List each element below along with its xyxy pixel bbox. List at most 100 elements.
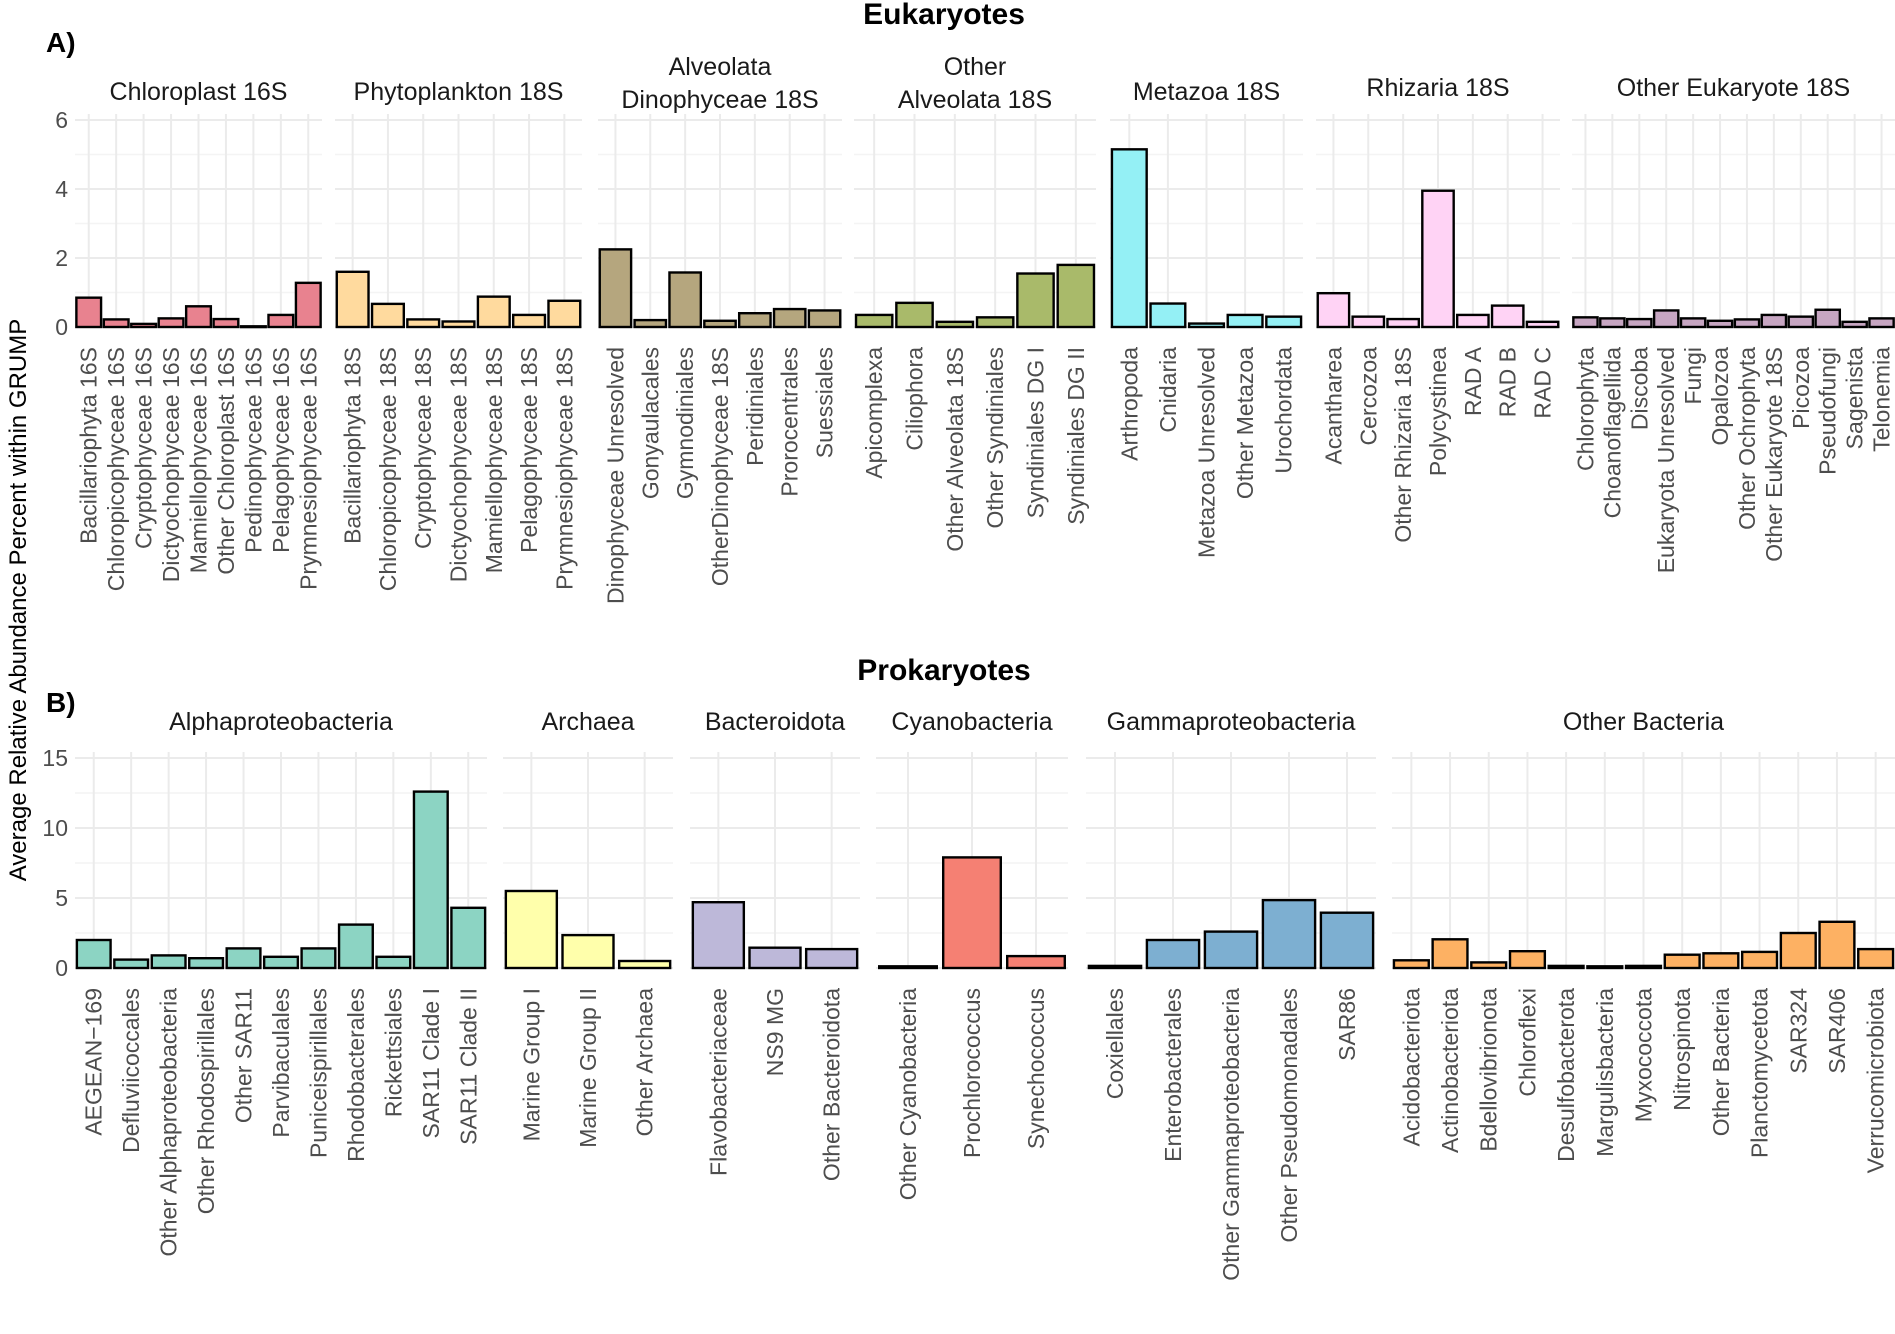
facet-0-4: Metazoa 18S Arthropoda Cnidaria Metazoa Unr… <box>1110 78 1303 558</box>
x-tick-label: Eukaryota Unresolved <box>1653 347 1679 573</box>
x-tick-label: Choanoflagellida <box>1599 347 1625 519</box>
bar <box>130 322 158 329</box>
x-tick-label: Apicomplexa <box>861 347 887 479</box>
bar <box>807 309 842 329</box>
bar <box>1706 319 1734 329</box>
bar <box>668 271 703 329</box>
x-tick-label: Actinobacteriota <box>1437 988 1463 1153</box>
bar <box>772 307 807 329</box>
bar <box>1572 316 1599 329</box>
bar <box>1679 317 1707 329</box>
bar <box>617 959 672 970</box>
x-tick-label: Chloropicophyceae 16S <box>103 347 129 591</box>
x-tick-label: Dictyochophyceae 18S <box>446 347 472 582</box>
x-tick-label: Cryptophyceae 16S <box>131 347 157 549</box>
bar <box>1663 953 1701 970</box>
x-tick-label: Cnidaria <box>1155 347 1181 433</box>
x-tick-label: RAD C <box>1530 347 1556 419</box>
facet-1-5: Other Bacteria Acidobacteriota Actinobacte… <box>1392 708 1895 1173</box>
bar <box>1841 320 1868 329</box>
facet-title: Archaea <box>541 708 634 736</box>
bar <box>1470 961 1508 970</box>
bar <box>1392 959 1430 970</box>
x-tick-label: AEGEAN−169 <box>81 988 107 1136</box>
bar <box>476 295 511 329</box>
x-tick-label: Syndiniales DG I <box>1023 347 1049 518</box>
x-tick-label: Coxiellales <box>1102 988 1128 1099</box>
x-tick-label: Syndiniales DG II <box>1063 347 1089 525</box>
x-tick-label: Fungi <box>1680 347 1706 405</box>
x-tick-label: Picozoa <box>1788 347 1814 429</box>
y-tick-label: 6 <box>55 107 68 133</box>
y-tick-label: 0 <box>55 955 68 981</box>
x-tick-label: Other Rhodospirillales <box>193 988 219 1214</box>
x-tick-label: Pelagophyceae 16S <box>268 347 294 553</box>
bar <box>300 947 337 970</box>
bar <box>441 320 476 329</box>
x-tick-label: Mamiellophyceae 16S <box>186 347 212 573</box>
bar <box>412 790 449 970</box>
x-tick-label: Cryptophyceae 18S <box>410 347 436 549</box>
facet-0-3: Other Alveolata 18S Apicomplexa Ciliophora O… <box>854 53 1096 552</box>
bar <box>75 296 103 329</box>
bar <box>1386 317 1421 329</box>
bar <box>598 248 633 329</box>
bar <box>188 957 225 970</box>
bar <box>150 954 187 970</box>
x-tick-label: Other Alphaproteobacteria <box>156 988 182 1257</box>
bar <box>504 889 559 970</box>
x-tick-label: Metazoa Unresolved <box>1194 347 1220 558</box>
x-tick-label: SAR11 Clade II <box>455 988 481 1145</box>
x-tick-label: Margulisbacteria <box>1592 988 1618 1157</box>
x-tick-label: SAR11 Clade I <box>418 988 444 1138</box>
bar <box>1351 315 1386 329</box>
x-tick-label: Acidobacteriota <box>1398 988 1424 1147</box>
x-tick-label: Opalozoa <box>1707 347 1733 446</box>
x-tick-label: Nitrospinota <box>1669 988 1695 1111</box>
bar <box>1110 148 1148 329</box>
x-tick-label: Other Archaea <box>632 988 658 1137</box>
x-tick-label: Flavobacteriaceae <box>705 988 731 1176</box>
bar <box>1016 272 1055 329</box>
x-tick-label: Synechococcus <box>1023 988 1049 1149</box>
facet-title: Gammaproteobacteria <box>1107 708 1356 736</box>
x-tick-label: Urochordata <box>1271 347 1297 474</box>
bar <box>691 901 746 970</box>
x-tick-label: Defluviicoccales <box>118 988 144 1153</box>
facet-0-6: Other Eukaryote 18S Chlorophyta Choanoflag… <box>1572 74 1895 573</box>
facet-title: Other Alveolata 18S <box>898 53 1052 114</box>
bar <box>1702 952 1740 970</box>
x-tick-label: Desulfobacterota <box>1553 988 1579 1162</box>
x-tick-label: Polycystinea <box>1425 347 1451 476</box>
x-tick-label: Chloroflexi <box>1514 988 1540 1097</box>
facet-0-5: Rhizaria 18S Acantharea Cercozoa Other Rhiz… <box>1316 74 1560 543</box>
bar <box>1226 313 1264 329</box>
bar <box>561 933 615 970</box>
x-tick-label: RAD B <box>1495 347 1521 417</box>
bar <box>748 946 802 970</box>
bar <box>337 923 374 970</box>
x-tick-label: NS9 MG <box>762 988 788 1076</box>
x-tick-label: Ciliophora <box>902 347 928 451</box>
bar <box>335 270 370 329</box>
bar <box>1490 304 1525 329</box>
x-tick-label: Mamiellophyceae 18S <box>481 347 507 573</box>
bar <box>1818 920 1856 970</box>
bar <box>113 958 150 970</box>
bar <box>1056 263 1096 329</box>
y-tick-label: 15 <box>42 745 68 771</box>
facet-1-1: Archaea Marine Group I Marine Group II Othe… <box>503 708 673 1148</box>
y-tick-label: 5 <box>55 885 68 911</box>
bar <box>854 313 894 329</box>
x-tick-label: Gonyaulacales <box>637 347 663 499</box>
bar <box>975 316 1015 329</box>
facet-title: Bacteroidota <box>705 708 845 736</box>
x-tick-label: Rhodobacterales <box>343 988 369 1162</box>
x-tick-label: Pedinophyceae 16S <box>240 347 266 553</box>
bar <box>1814 308 1842 329</box>
bar <box>157 317 185 329</box>
x-tick-label: Chloropicophyceae 18S <box>375 347 401 591</box>
x-tick-label: Other Ochrophyta <box>1734 347 1760 530</box>
bar <box>1145 938 1201 970</box>
bar <box>102 318 130 329</box>
